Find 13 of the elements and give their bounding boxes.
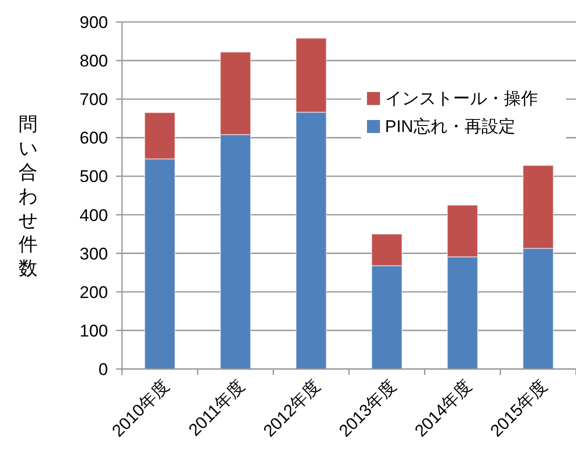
y-tick-label: 300	[80, 244, 108, 264]
y-tick-label: 400	[80, 206, 108, 225]
y-axis-title: 問い合わせ件数	[18, 114, 38, 280]
y-tick-label: 200	[80, 282, 108, 302]
y-tick-label: 900	[80, 13, 108, 32]
y-tick-label: 800	[80, 52, 108, 71]
y-tick-label: 500	[80, 167, 108, 186]
legend-label: PIN忘れ・再設定	[385, 117, 516, 136]
y-tick-label: 600	[80, 128, 108, 148]
y-tick-label: 100	[80, 321, 108, 340]
y-tick-label: 700	[80, 90, 108, 110]
legend-label: インストール・操作	[385, 89, 538, 108]
y-tick-label: 0	[98, 360, 108, 379]
